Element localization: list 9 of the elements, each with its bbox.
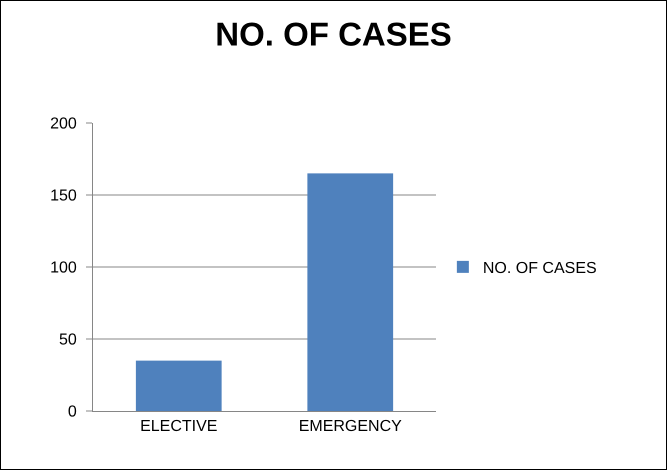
legend-label: NO. OF CASES — [482, 260, 597, 278]
y-tick-label: 200 — [50, 116, 77, 133]
x-tick-label: ELECTIVE — [140, 418, 218, 436]
y-tick-label: 100 — [50, 260, 77, 277]
y-tick-label: 50 — [59, 332, 77, 349]
y-tick-label: 150 — [50, 188, 77, 205]
x-tick-label: EMERGENCY — [298, 418, 402, 436]
y-tick-label: 0 — [68, 404, 77, 421]
chart-title: NO. OF CASES — [215, 15, 452, 52]
